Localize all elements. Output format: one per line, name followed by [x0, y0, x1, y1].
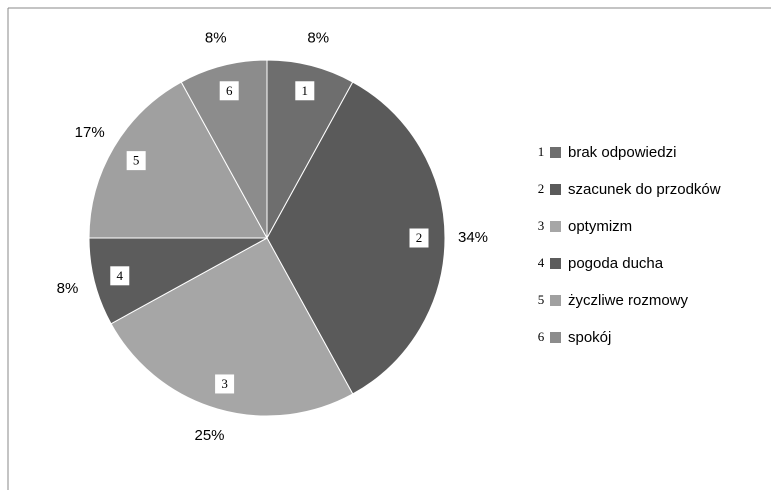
data-label: 25%: [195, 427, 225, 444]
slice-marker-box: [215, 374, 235, 394]
pie-slice: [266, 59, 354, 239]
legend-swatch: [550, 258, 561, 269]
slice-marker: 3: [221, 376, 228, 391]
legend-marker: 3: [538, 218, 545, 233]
legend-swatch: [550, 332, 561, 343]
slice-marker: 1: [302, 83, 309, 98]
data-label: 8%: [57, 280, 79, 297]
legend-label: pogoda ducha: [568, 255, 664, 272]
legend-marker: 4: [538, 255, 545, 270]
slice-marker-box: [110, 266, 130, 286]
legend-label: szacunek do przodków: [568, 181, 721, 198]
pie-slice: [88, 81, 268, 239]
legend-swatch: [550, 221, 561, 232]
slice-marker-box: [219, 81, 239, 101]
legend-marker: 1: [538, 144, 545, 159]
data-label: 8%: [205, 29, 227, 46]
legend-swatch: [550, 147, 561, 158]
legend-label: życzliwe rozmowy: [568, 292, 689, 309]
pie-slice: [180, 59, 268, 239]
pie-slice: [266, 81, 446, 395]
data-label: 34%: [458, 229, 488, 246]
slice-marker-box: [295, 81, 315, 101]
legend-marker: 6: [538, 329, 545, 344]
legend-label: optymizm: [568, 218, 632, 235]
legend-swatch: [550, 184, 561, 195]
data-label: 17%: [75, 124, 105, 141]
pie-slice: [110, 237, 354, 417]
slice-marker: 4: [117, 268, 124, 283]
slice-marker: 5: [133, 153, 140, 168]
legend-swatch: [550, 295, 561, 306]
slice-marker-box: [126, 151, 146, 171]
slice-marker: 6: [226, 83, 233, 98]
legend-marker: 5: [538, 292, 545, 307]
pie-slice: [88, 237, 268, 325]
data-label: 8%: [307, 29, 329, 46]
legend-label: spokój: [568, 329, 611, 346]
slice-marker: 2: [416, 230, 423, 245]
slice-marker-box: [409, 228, 429, 248]
legend-label: brak odpowiedzi: [568, 144, 676, 161]
legend-marker: 2: [538, 181, 545, 196]
